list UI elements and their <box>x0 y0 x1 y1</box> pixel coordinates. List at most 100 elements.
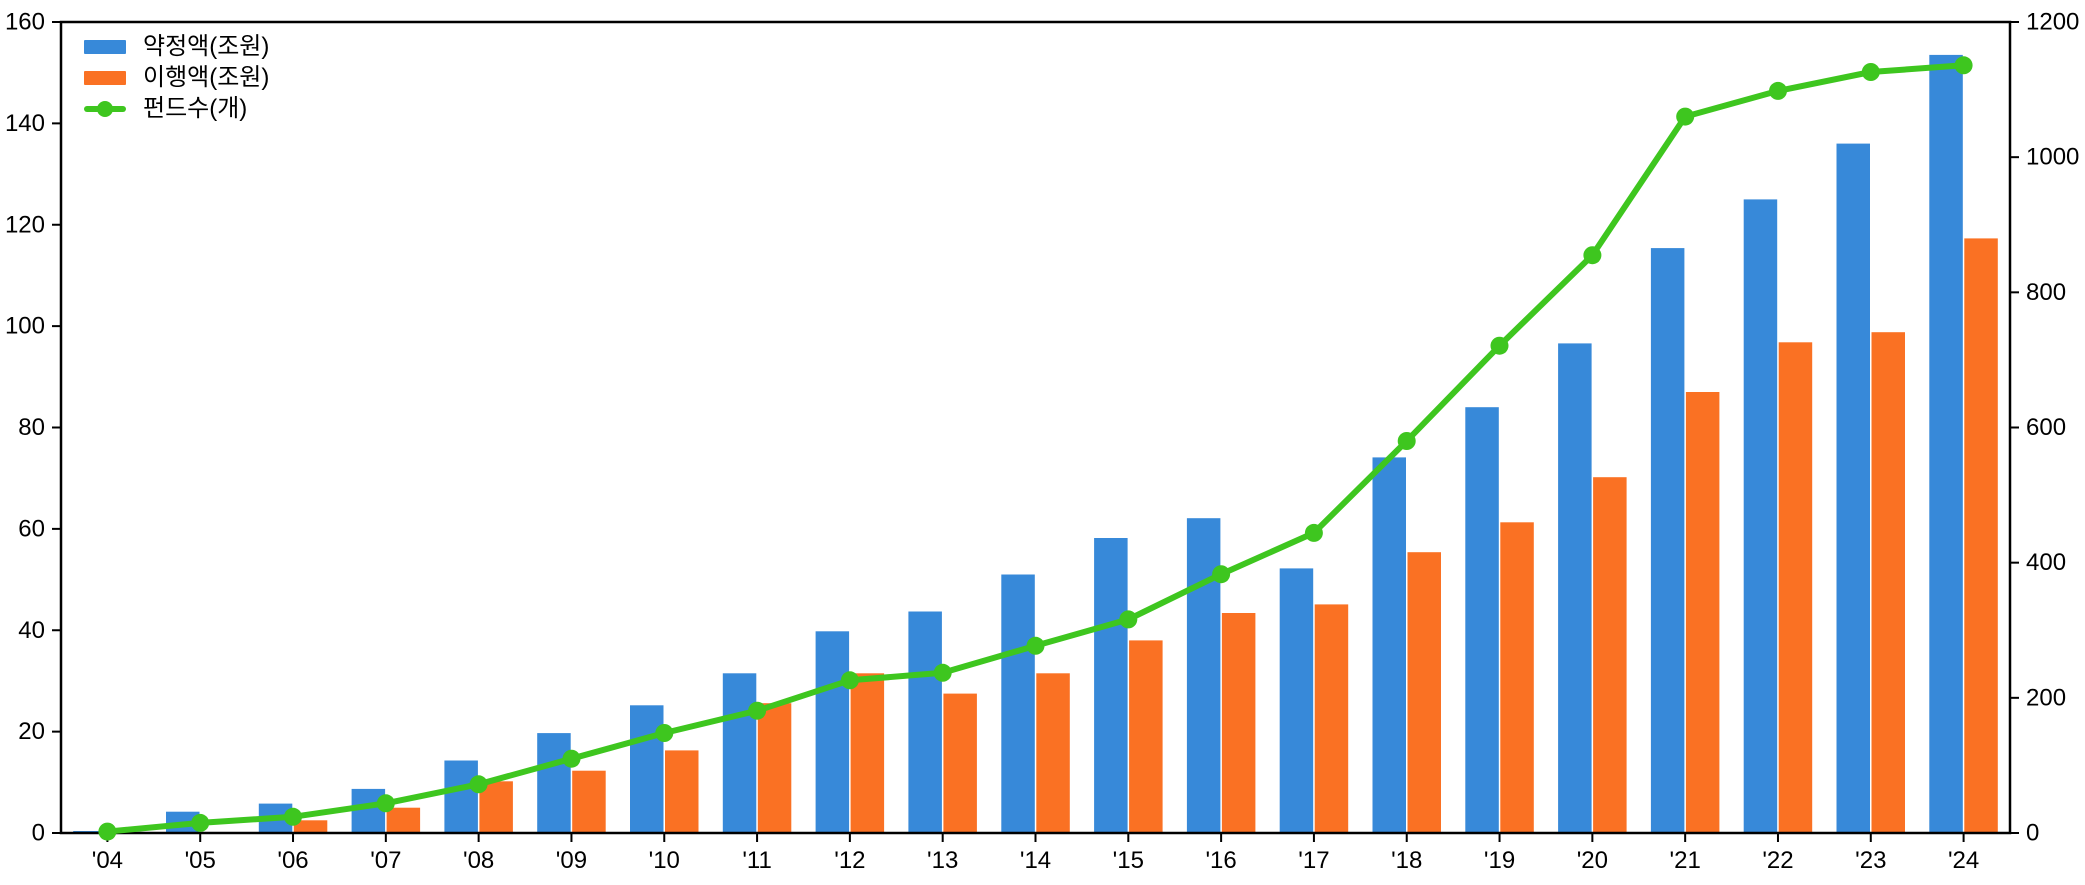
bar <box>572 770 606 833</box>
legend-item: 펀드수(개) <box>84 95 269 122</box>
bar <box>908 611 942 833</box>
y-left-tick-label: 80 <box>18 414 45 441</box>
bar <box>1094 538 1128 833</box>
bar <box>1593 477 1627 833</box>
bar <box>351 788 386 833</box>
y-left-tick-label: 40 <box>18 617 45 644</box>
x-tick-label: '06 <box>277 847 308 874</box>
x-tick-label: '09 <box>556 847 587 874</box>
bar <box>1279 568 1314 833</box>
line-point <box>376 794 395 813</box>
x-tick-label: '15 <box>1113 847 1144 874</box>
bar <box>1314 604 1349 833</box>
line-point <box>1769 81 1787 100</box>
line-point <box>1212 565 1231 584</box>
legend-label: 이행액(조원) <box>143 64 270 91</box>
bar <box>1685 392 1720 833</box>
line-point <box>1676 107 1695 126</box>
bar <box>386 807 421 833</box>
legend-label: 펀드수(개) <box>143 95 248 122</box>
line-point <box>284 807 302 826</box>
legend-item: 약정액(조원) <box>84 33 270 60</box>
y-right-tick-label: 800 <box>2026 279 2066 306</box>
y-right-tick-label: 600 <box>2026 414 2066 441</box>
y-left-tick-label: 120 <box>5 211 45 238</box>
line-point <box>469 775 488 794</box>
legend-swatch-icon <box>84 40 126 54</box>
bar <box>1001 574 1035 833</box>
bar <box>1964 238 1998 833</box>
x-tick-label: '23 <box>1855 847 1886 874</box>
y-left-tick-label: 0 <box>32 820 45 847</box>
x-tick-label: '19 <box>1484 847 1515 874</box>
bar <box>630 705 664 833</box>
bar <box>537 733 571 833</box>
bar <box>1036 673 1070 833</box>
legend-line-marker-icon <box>84 98 126 120</box>
line-point <box>1954 56 1973 75</box>
y-right-tick-label: 1000 <box>2026 144 2079 171</box>
legend: 약정액(조원) 이행액(조원) 펀드수(개) <box>84 33 270 122</box>
x-tick-label: '05 <box>185 847 216 874</box>
bar <box>1407 552 1441 833</box>
line-point <box>1119 610 1138 629</box>
bar <box>1743 199 1778 833</box>
y-left-tick-label: 140 <box>5 110 45 137</box>
line-point <box>1490 336 1509 355</box>
bar <box>1778 342 1813 833</box>
x-tick-label: '08 <box>463 847 494 874</box>
bar <box>815 631 850 833</box>
line-point <box>1026 636 1045 655</box>
line-point <box>1304 523 1323 542</box>
x-tick-label: '13 <box>927 847 958 874</box>
series-fund-count-line <box>98 56 1973 841</box>
bar <box>1500 522 1534 833</box>
line-point <box>933 663 952 682</box>
bar <box>1129 640 1163 833</box>
x-tick-label: '14 <box>1020 847 1051 874</box>
line-point <box>1861 63 1880 81</box>
bar <box>1650 248 1685 834</box>
x-tick-label: '11 <box>742 847 772 874</box>
x-tick-label: '20 <box>1577 847 1608 874</box>
x-tick-label: '18 <box>1391 847 1422 874</box>
bar <box>1186 518 1221 833</box>
bar <box>1372 457 1406 833</box>
x-tick-label: '24 <box>1948 847 1979 874</box>
y-left-tick-label: 160 <box>5 9 45 36</box>
bar <box>1871 332 1905 833</box>
x-tick-label: '22 <box>1762 847 1793 874</box>
x-tick-label: '04 <box>92 847 123 874</box>
series-execution-bars <box>293 238 1998 833</box>
x-tick-label: '07 <box>370 847 401 874</box>
fund-count-line <box>104 62 1967 835</box>
line-point <box>562 749 581 768</box>
line-point <box>1397 432 1416 450</box>
bar <box>293 820 328 833</box>
bar <box>665 750 699 833</box>
y-left-tick-label: 60 <box>18 515 45 542</box>
x-tick-label: '12 <box>834 847 865 874</box>
y-right-tick-label: 0 <box>2026 820 2039 847</box>
bar <box>444 760 478 833</box>
y-right-tick-label: 400 <box>2026 549 2066 576</box>
line-point <box>840 671 859 690</box>
line-point <box>1583 246 1602 265</box>
bar <box>850 673 885 833</box>
legend-label: 약정액(조원) <box>143 33 270 60</box>
bar <box>1929 54 1963 833</box>
x-tick-label: '17 <box>1298 847 1329 874</box>
legend-swatch-icon <box>84 71 126 85</box>
line-point <box>655 724 674 742</box>
line-point <box>98 822 117 841</box>
x-tick-label: '10 <box>649 847 680 874</box>
bar <box>1221 613 1256 833</box>
axes: 0 20 40 60 80 100 120 140 160 0 200 400 600 800 1000 12… <box>5 9 2079 875</box>
bar <box>757 703 792 833</box>
x-tick-label: '16 <box>1205 847 1236 874</box>
y-left-tick-label: 100 <box>5 313 45 340</box>
y-right-tick-label: 1200 <box>2026 9 2079 36</box>
bar <box>1465 407 1499 833</box>
